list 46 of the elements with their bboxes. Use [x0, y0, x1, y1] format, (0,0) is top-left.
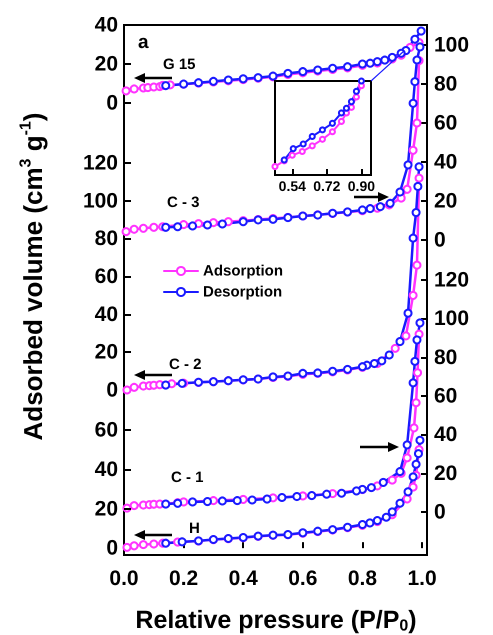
text: C - 1 — [171, 469, 204, 486]
x-tick-label: 0.54 — [278, 178, 306, 194]
annotation: a — [138, 32, 149, 53]
y-tick-label: 60 — [94, 418, 118, 442]
y-tick-label: 40 — [94, 458, 118, 481]
y-tick-label: 100 — [82, 189, 118, 212]
x-tick-label: 0.90 — [348, 178, 376, 194]
y-tick-label: 0 — [106, 536, 118, 560]
y2-tick-label: 0 — [434, 228, 446, 252]
y2-tick-label: 100 — [434, 34, 470, 56]
y-tick-label: 60 — [94, 265, 118, 288]
x-axis-title: Relative pressure (P/P0) — [135, 606, 417, 634]
x-tick-label: 0.4 — [228, 567, 258, 590]
y-axis-title: Adsorbed volume (cm3 g-1) — [18, 112, 48, 440]
y-tick-label: 40 — [94, 302, 118, 326]
y2-tick-label: 80 — [434, 72, 458, 96]
x-tick-label: 0.0 — [109, 567, 139, 590]
y2-tick-label: 0 — [434, 500, 446, 524]
x-tick-label: 0.8 — [348, 567, 378, 590]
text: C - 2 — [169, 356, 202, 373]
y-tick-label: 80 — [94, 227, 118, 250]
text: G 15 — [163, 56, 196, 73]
legend-label: Desorption — [203, 284, 282, 300]
y-tick-label: 0 — [106, 378, 118, 402]
y2-tick-label: 20 — [434, 462, 458, 485]
x-tick-label: 0.72 — [313, 178, 341, 194]
y2-tick-label: 80 — [434, 346, 458, 369]
text: H — [189, 520, 200, 537]
x-tick-label: 1.0 — [407, 567, 437, 590]
y2-tick-label: 100 — [434, 307, 470, 330]
legend-label: Adsorption — [203, 262, 283, 280]
y2-tick-label: 40 — [434, 150, 458, 174]
x-tick-label: 0.2 — [169, 567, 198, 590]
y-tick-label: 120 — [82, 152, 118, 174]
y-tick-label: 40 — [94, 14, 118, 36]
text: C - 3 — [167, 194, 200, 211]
y-tick-label: 20 — [94, 340, 118, 364]
x-tick-label: 0.6 — [288, 567, 318, 590]
y2-tick-label: 120 — [434, 268, 470, 292]
y2-tick-label: 20 — [434, 190, 458, 212]
y2-tick-label: 60 — [434, 384, 458, 408]
y-tick-label: 20 — [94, 497, 118, 520]
y-tick-label: 0 — [106, 92, 118, 114]
y2-tick-label: 60 — [434, 112, 458, 134]
y-tick-label: 20 — [94, 52, 118, 76]
y2-tick-label: 40 — [434, 423, 458, 446]
